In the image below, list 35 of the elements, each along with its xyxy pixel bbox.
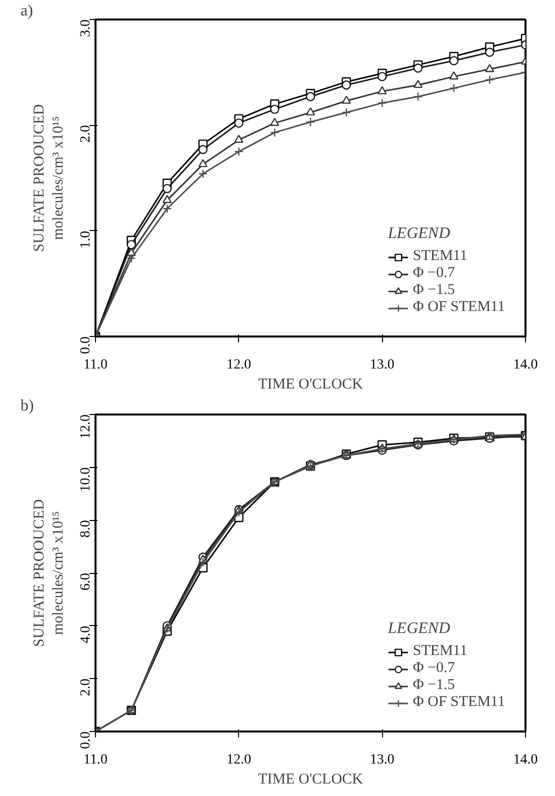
legend-label: Φ −0.7 — [412, 660, 455, 677]
y-tick-label: 2.0 — [78, 678, 94, 696]
y-tick-label: 8.0 — [78, 520, 94, 538]
y-tick-label: 3.0 — [78, 20, 94, 37]
text: b) — [20, 398, 34, 414]
legend-label: Φ −1.5 — [412, 677, 455, 694]
y-tick-label: 12.0 — [78, 414, 94, 439]
text: a) — [20, 2, 33, 20]
x-tick-label: 11.0 — [84, 752, 108, 768]
legend-label: STEM11 — [412, 248, 468, 265]
x-tick-label: 14.0 — [513, 752, 538, 768]
y-tick-label: 2.0 — [78, 125, 94, 143]
x-tick-label: 11.0 — [84, 358, 108, 372]
y-tick-label: 0.0 — [78, 336, 94, 354]
y-tick-label: 4.0 — [78, 626, 94, 644]
legend-title: LEGEND — [388, 225, 452, 243]
legend-label: Φ OF STEM11 — [412, 299, 505, 316]
x-tick-label: 12.0 — [226, 358, 252, 372]
x-tick-label: 13.0 — [370, 752, 394, 768]
x-tick-label: 14.0 — [513, 358, 538, 372]
x-axis-title: TIME O'CLOCK — [258, 772, 364, 788]
legend-label: Φ −1.5 — [412, 282, 455, 299]
legend-title: LEGEND — [388, 620, 452, 638]
y-tick-label: 0.0 — [78, 732, 94, 749]
x-axis-title: TIME O'CLOCK — [258, 376, 364, 392]
legend-label: STEM11 — [412, 643, 468, 660]
y-axis-title: SULFATE PROOUCED molecules/cm³ x10¹⁵ — [31, 499, 66, 647]
y-tick-label: 6.0 — [78, 573, 94, 590]
x-tick-label: 12.0 — [226, 752, 252, 768]
x-tick-label: 13.0 — [370, 358, 394, 372]
legend-label: Φ −0.7 — [412, 265, 455, 282]
y-axis-title: SULFATE PROOUCED molecules/cm³ x10¹⁵ — [31, 104, 66, 252]
legend-label: Φ OF STEM11 — [412, 694, 505, 711]
y-tick-label: 1.0 — [78, 230, 94, 248]
y-tick-label: 10.0 — [78, 467, 94, 492]
